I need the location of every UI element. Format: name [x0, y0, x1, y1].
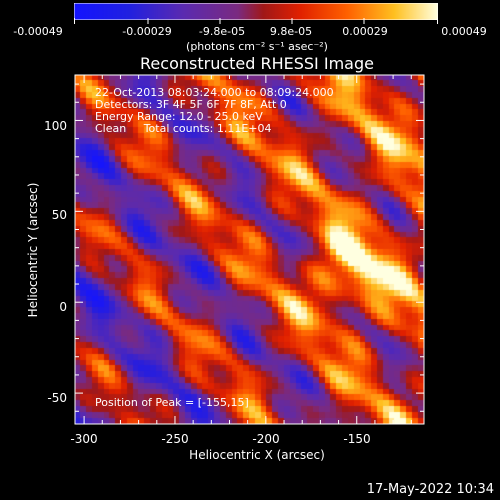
clean-counts-annotation: Clean Total counts: 1.11E+04	[95, 122, 272, 135]
peak-position-annotation: Position of Peak = [-155,15]	[95, 396, 249, 409]
y-tick-label: 100	[44, 119, 67, 133]
colorbar-tick-label: -0.00049	[13, 25, 63, 38]
detectors-annotation: Detectors: 3F 4F 5F 6F 7F 8F, Att 0	[95, 98, 287, 111]
energy-range-annotation: Energy Range: 12.0 - 25.0 keV	[95, 110, 263, 123]
x-tick-label: -300	[70, 432, 98, 446]
y-axis-label: Heliocentric Y (arcsec)	[26, 182, 40, 318]
x-tick-label: -150	[343, 432, 371, 446]
y-tick-label: 0	[59, 300, 67, 314]
colorbar-unit-label: (photons cm⁻² s⁻¹ asec⁻²)	[186, 40, 328, 53]
colorbar	[74, 3, 438, 20]
x-tick-label: -250	[161, 432, 189, 446]
colorbar-tick-label: 9.8e-05	[269, 25, 313, 38]
colorbar-tick-marks	[74, 18, 438, 24]
x-axis-label: Heliocentric X (arcsec)	[189, 448, 325, 462]
colorbar-tick-label: -0.00029	[122, 25, 172, 38]
footer-timestamp: 17-May-2022 10:34	[366, 482, 494, 497]
colorbar-tick-label: 0.00049	[441, 25, 487, 38]
chart-title: Reconstructed RHESSI Image	[140, 54, 374, 73]
y-tick-label: 50	[51, 208, 67, 222]
time-range-annotation: 22-Oct-2013 08:03:24.000 to 08:09:24.000	[95, 86, 334, 99]
x-tick-label: -200	[252, 432, 280, 446]
y-tick-label: -50	[47, 391, 67, 405]
colorbar-tick-label: -9.8e-05	[198, 25, 246, 38]
colorbar-tick-label: 0.00029	[342, 25, 388, 38]
